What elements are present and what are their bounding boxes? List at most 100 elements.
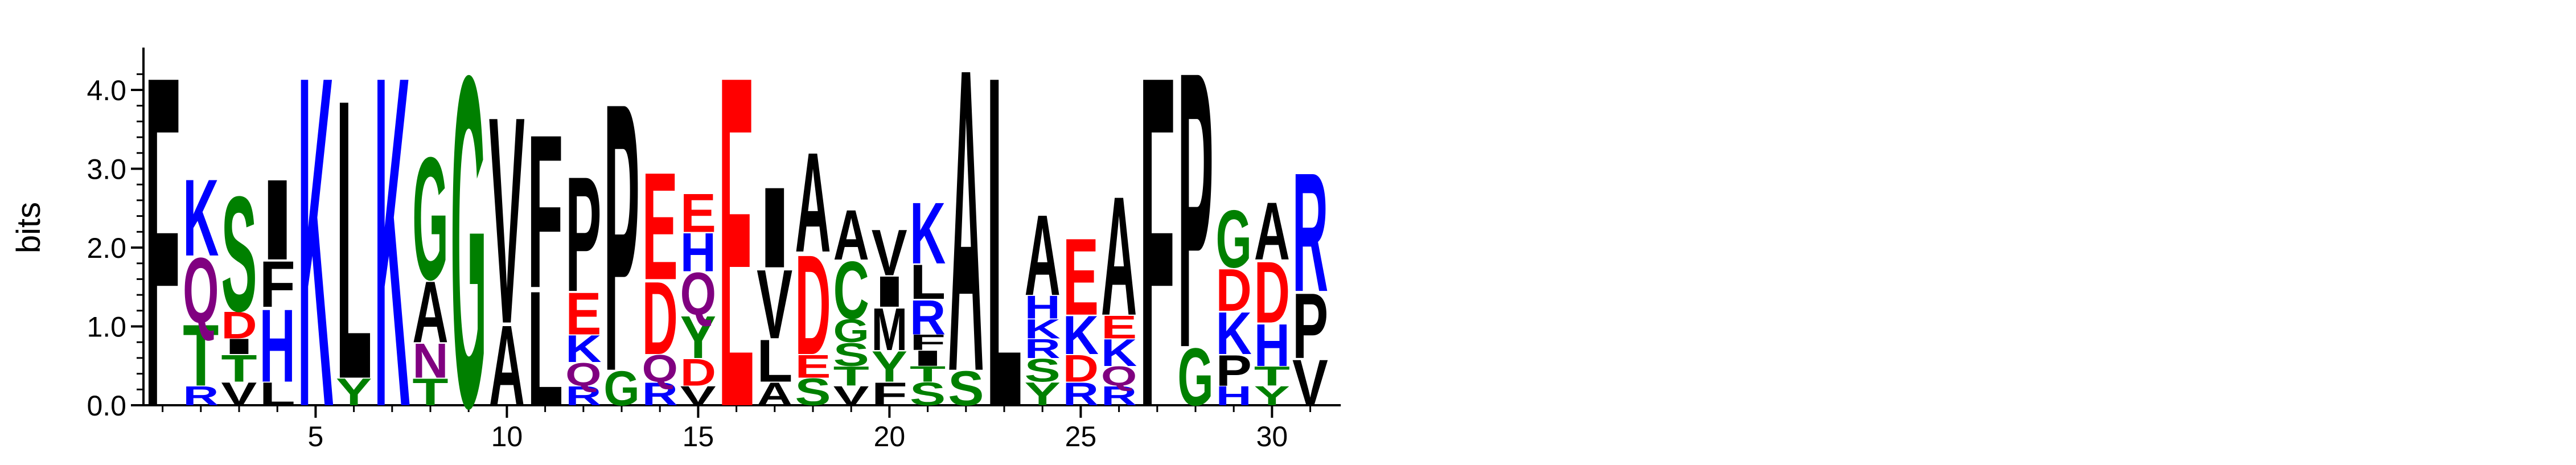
logo-letter-y: Y <box>1025 376 1061 413</box>
logo-letter-a: A <box>833 195 869 274</box>
logo-letter-e: E <box>642 140 678 311</box>
x-tick-label: 30 <box>1256 421 1288 452</box>
logo-letter-f: F <box>872 376 907 413</box>
logo-letter-i: I <box>260 155 295 284</box>
logo-letter-i: I <box>757 163 792 291</box>
logo-letter-p: P <box>1216 347 1252 396</box>
logo-letter-f: F <box>145 0 180 465</box>
logo-letter-f: F <box>910 330 946 355</box>
logo-letter-p: P <box>1292 274 1328 378</box>
logo-letter-g: G <box>412 120 448 316</box>
x-tick-label: 5 <box>307 421 323 452</box>
logo-letter-i: I <box>910 346 946 371</box>
logo-letter-t: T <box>910 361 946 386</box>
logo-letter-k: K <box>1025 314 1061 344</box>
logo-letter-q: Q <box>680 260 716 327</box>
logo-letter-s: S <box>948 361 984 416</box>
logo-letter-q: Q <box>565 356 601 393</box>
logo-letter-a: A <box>948 0 984 462</box>
logo-letter-t: T <box>221 347 257 390</box>
logo-letter-a: A <box>757 376 792 413</box>
logo-letter-a: A <box>412 263 448 361</box>
logo-letter-e: E <box>1101 308 1137 345</box>
logo-letter-d: D <box>1216 256 1252 324</box>
logo-letter-t: T <box>183 306 219 405</box>
logo-letter-y: Y <box>1254 380 1290 411</box>
logo-letter-d: D <box>680 351 716 394</box>
logo-letter-v: V <box>221 376 257 413</box>
logo-letter-h: H <box>1254 311 1290 379</box>
logo-letter-c: C <box>833 245 869 336</box>
logo-letter-l: L <box>986 0 1022 465</box>
logo-letter-f: F <box>260 248 295 321</box>
logo-letter-k: K <box>183 157 219 279</box>
logo-letter-f: F <box>527 89 563 334</box>
logo-letter-g: G <box>833 312 869 349</box>
logo-letter-v: V <box>1292 347 1328 419</box>
logo-letter-y: Y <box>336 371 372 414</box>
logo-letter-l: L <box>260 376 295 413</box>
logo-letter-d: D <box>795 225 831 384</box>
y-tick-label: 4.0 <box>87 75 126 106</box>
logo-letter-h: H <box>260 288 295 404</box>
logo-letter-g: G <box>603 361 639 416</box>
logo-letter-m: M <box>872 296 907 363</box>
logo-letter-r: R <box>910 290 946 345</box>
y-tick-label: 2.0 <box>87 232 126 264</box>
logo-letter-v: V <box>872 217 907 290</box>
logo-letter-d: D <box>642 260 678 376</box>
logo-letter-k: K <box>1063 305 1099 366</box>
logo-letter-k: K <box>298 0 334 465</box>
logo-letter-v: V <box>833 380 869 411</box>
logo-letter-a: A <box>1025 191 1061 319</box>
logo-letter-v: V <box>680 380 716 411</box>
y-tick-label: 0.0 <box>87 390 126 422</box>
logo-letter-g: G <box>1177 331 1213 422</box>
logo-letter-t: T <box>833 361 869 392</box>
logo-letter-s: S <box>833 336 869 373</box>
logo-letter-y: Y <box>680 304 716 371</box>
logo-letter-a: A <box>795 122 831 282</box>
logo-letter-r: R <box>1063 376 1099 413</box>
logo-letter-a: A <box>489 301 525 430</box>
logo-letter-h: H <box>680 223 716 283</box>
logo-letter-p: P <box>603 23 639 451</box>
logo-letter-d: D <box>221 303 257 347</box>
y-tick-label: 1.0 <box>87 311 126 343</box>
logo-letter-l: L <box>910 255 946 310</box>
logo-letter-e: E <box>718 0 754 465</box>
logo-letter-n: N <box>412 334 448 388</box>
logo-letter-l: L <box>336 17 372 463</box>
x-tick-label: 20 <box>874 421 906 452</box>
logo-letter-i: I <box>872 267 907 316</box>
logo-letter-d: D <box>1254 244 1290 341</box>
logo-letter-e: E <box>1063 216 1099 338</box>
logo-letter-h: H <box>1025 289 1061 326</box>
logo-letter-i: I <box>221 334 257 359</box>
logo-letter-h: H <box>1216 380 1252 411</box>
logo-letter-e: E <box>565 281 601 348</box>
logo-letter-k: K <box>565 327 601 371</box>
logo-letter-s: S <box>1025 352 1061 389</box>
logo-letter-t: T <box>412 371 448 414</box>
logo-letter-r: R <box>1101 380 1137 411</box>
x-tick-label: 10 <box>491 421 523 452</box>
logo-letter-a: A <box>1101 161 1137 351</box>
logo-letter-e: E <box>795 348 831 385</box>
logo-letter-q: Q <box>1101 361 1137 392</box>
logo-letter-d: D <box>1063 347 1099 390</box>
logo-letter-p: P <box>565 143 601 326</box>
logo-letter-v: V <box>757 249 792 360</box>
logo-letter-r: R <box>183 380 219 411</box>
logo-letter-k: K <box>1101 331 1137 375</box>
logo-letter-y: Y <box>872 343 907 392</box>
logo-letter-q: Q <box>183 239 219 343</box>
logo-letter-l: L <box>527 257 563 440</box>
logo-letter-s: S <box>795 371 831 414</box>
logo-letter-s: S <box>910 376 946 413</box>
logo-letter-g: G <box>1216 193 1252 285</box>
y-axis: 0.0 1.0 2.0 3.0 4.0 <box>87 47 145 422</box>
logo-letter-r: R <box>642 376 678 413</box>
